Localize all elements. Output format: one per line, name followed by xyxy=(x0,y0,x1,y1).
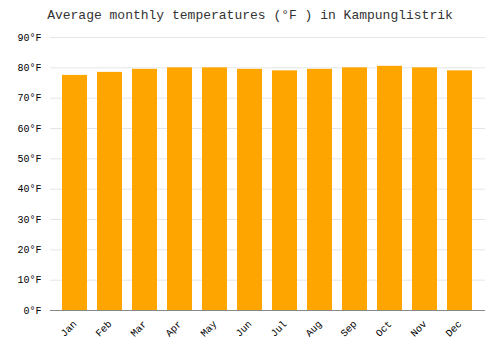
svg-text:20°F: 20°F xyxy=(17,245,41,256)
svg-text:May: May xyxy=(199,319,220,340)
svg-text:60°F: 60°F xyxy=(17,124,41,135)
svg-text:Sep: Sep xyxy=(339,319,360,340)
svg-text:50°F: 50°F xyxy=(17,154,41,165)
svg-text:Oct: Oct xyxy=(374,319,395,340)
html-text:Average monthly temperatures (: Average monthly temperatures (°F ) in Ka… xyxy=(47,8,453,23)
svg-text:10°F: 10°F xyxy=(17,275,41,286)
svg-text:Jan: Jan xyxy=(59,319,80,340)
svg-text:90°F: 90°F xyxy=(17,33,41,44)
svg-text:30°F: 30°F xyxy=(17,215,41,226)
svg-text:Nov: Nov xyxy=(409,319,430,340)
svg-text:Mar: Mar xyxy=(129,319,150,340)
svg-text:40°F: 40°F xyxy=(17,184,41,195)
svg-text:Feb: Feb xyxy=(94,319,115,340)
svg-text:Jun: Jun xyxy=(234,319,255,340)
svg-text:Dec: Dec xyxy=(444,319,465,340)
svg-text:0°F: 0°F xyxy=(23,306,41,317)
svg-text:Jul: Jul xyxy=(269,319,290,340)
svg-text:Apr: Apr xyxy=(164,319,185,340)
svg-text:Aug: Aug xyxy=(304,319,325,340)
svg-text:70°F: 70°F xyxy=(17,93,41,104)
svg-text:80°F: 80°F xyxy=(17,63,41,74)
